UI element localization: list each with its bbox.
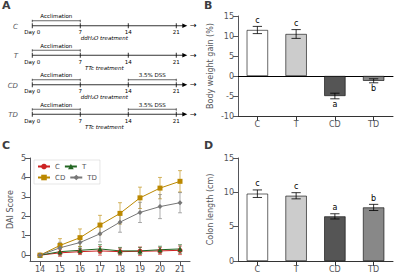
svg-text:15: 15 <box>224 12 234 21</box>
svg-text:c: c <box>255 16 259 25</box>
svg-text:21: 21 <box>175 265 185 274</box>
svg-text:3.5% DSS: 3.5% DSS <box>139 102 166 108</box>
svg-text:C: C <box>55 163 60 171</box>
svg-text:10: 10 <box>224 32 234 41</box>
svg-text:14: 14 <box>124 88 132 95</box>
svg-text:Body weight gain (%): Body weight gain (%) <box>206 23 215 109</box>
svg-text:c: c <box>294 19 298 28</box>
svg-text:14: 14 <box>124 29 132 36</box>
svg-text:c: c <box>294 182 298 191</box>
svg-text:5: 5 <box>229 52 234 61</box>
svg-text:TTc treatment: TTc treatment <box>85 124 124 130</box>
svg-text:18: 18 <box>115 265 125 274</box>
svg-text:c: c <box>255 179 259 188</box>
svg-text:10: 10 <box>224 188 234 197</box>
svg-text:7: 7 <box>78 29 82 36</box>
svg-text:a: a <box>332 203 337 212</box>
svg-text:ddH₂O treatment: ddH₂O treatment <box>81 94 129 100</box>
svg-text:Acclimation: Acclimation <box>40 72 73 78</box>
svg-text:T: T <box>293 120 299 129</box>
svg-text:1: 1 <box>21 231 26 240</box>
svg-text:TD: TD <box>367 265 379 274</box>
svg-text:ddH₂O treatment: ddH₂O treatment <box>81 35 129 41</box>
svg-text:CD: CD <box>55 174 65 182</box>
svg-text:3: 3 <box>21 192 26 201</box>
svg-text:→: → <box>190 21 197 30</box>
svg-text:15: 15 <box>55 265 65 274</box>
svg-text:21: 21 <box>173 88 180 94</box>
svg-text:TD: TD <box>8 111 18 119</box>
svg-text:Day 0: Day 0 <box>24 88 41 95</box>
svg-text:C: C <box>2 139 10 152</box>
svg-text:T: T <box>81 163 87 171</box>
svg-text:20: 20 <box>155 265 165 274</box>
svg-text:5: 5 <box>21 154 26 163</box>
svg-text:7: 7 <box>78 88 82 95</box>
svg-text:Day 0: Day 0 <box>24 59 41 66</box>
svg-text:3.5% DSS: 3.5% DSS <box>139 72 166 78</box>
svg-text:4: 4 <box>21 173 26 182</box>
svg-text:T: T <box>14 52 19 60</box>
svg-text:A: A <box>2 0 11 12</box>
svg-text:Acclimation: Acclimation <box>40 102 73 108</box>
svg-text:Acclimation: Acclimation <box>40 43 73 49</box>
svg-text:14: 14 <box>125 59 132 65</box>
svg-text:Colon length (cm): Colon length (cm) <box>206 174 215 246</box>
svg-text:C: C <box>13 23 18 31</box>
svg-text:Day 0: Day 0 <box>24 118 41 125</box>
svg-text:CD: CD <box>329 265 341 274</box>
svg-text:7: 7 <box>79 118 83 124</box>
svg-text:CD: CD <box>329 120 341 129</box>
svg-text:TTc treatment: TTc treatment <box>85 65 124 71</box>
svg-text:→: → <box>190 51 197 60</box>
svg-text:16: 16 <box>75 265 85 274</box>
svg-text:TD: TD <box>86 174 97 182</box>
svg-text:0: 0 <box>229 257 234 266</box>
svg-text:14: 14 <box>35 265 45 274</box>
svg-text:14: 14 <box>125 118 132 124</box>
svg-text:→: → <box>190 80 197 89</box>
svg-text:2: 2 <box>21 212 26 221</box>
svg-text:21: 21 <box>173 29 180 35</box>
svg-text:0: 0 <box>21 251 26 260</box>
svg-text:b: b <box>371 194 376 203</box>
svg-text:5: 5 <box>229 222 234 231</box>
svg-text:15: 15 <box>224 154 234 163</box>
svg-text:→: → <box>190 110 197 119</box>
svg-text:C: C <box>255 265 261 274</box>
svg-text:21: 21 <box>173 59 180 65</box>
svg-text:-5: -5 <box>226 92 234 101</box>
svg-text:TD: TD <box>367 120 379 129</box>
svg-text:DAI Score: DAI Score <box>6 190 15 229</box>
svg-text:19: 19 <box>135 265 145 274</box>
svg-text:b: b <box>371 84 376 93</box>
svg-text:CD: CD <box>8 82 19 90</box>
svg-text:D: D <box>204 139 213 152</box>
svg-text:B: B <box>204 0 212 12</box>
svg-text:Day 0: Day 0 <box>24 29 41 36</box>
svg-text:Acclimation: Acclimation <box>40 13 73 19</box>
svg-text:T: T <box>293 265 299 274</box>
svg-text:7: 7 <box>79 59 83 65</box>
svg-text:a: a <box>332 100 337 109</box>
svg-text:-10: -10 <box>221 112 234 121</box>
svg-text:17: 17 <box>95 265 105 274</box>
svg-text:C: C <box>255 120 261 129</box>
svg-text:0: 0 <box>229 72 234 81</box>
svg-text:21: 21 <box>173 118 180 124</box>
